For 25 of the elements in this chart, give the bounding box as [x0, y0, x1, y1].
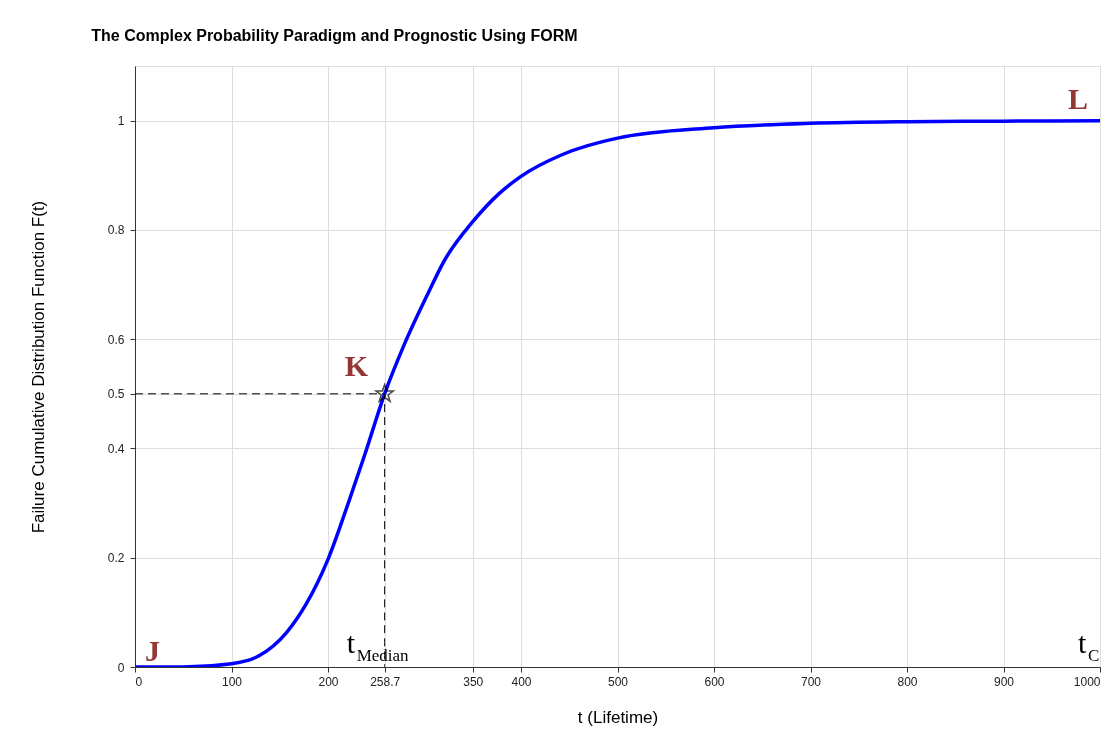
x-tick-label: 350 [463, 674, 484, 689]
y-tick-label: 1 [117, 114, 125, 129]
x-tick-label: 0 [135, 674, 143, 689]
x-tick-label: 700 [800, 674, 822, 689]
y-axis-title: Failure Cumulative Distribution Function F(t) [28, 200, 48, 534]
annotation: J [145, 634, 160, 667]
y-tick-label: 0 [117, 660, 125, 675]
x-tick-label: 100 [221, 674, 243, 689]
y-tick-label: 0.4 [107, 441, 125, 456]
x-tick-label: 500 [607, 674, 629, 689]
annotation: K [344, 348, 369, 382]
x-axis-title: t (Lifetime) [577, 707, 659, 727]
x-tick-label: 800 [897, 674, 918, 689]
y-tick-label: 0.8 [107, 223, 125, 238]
y-tick-label: 0.5 [107, 387, 125, 402]
chart-title: The Complex Probability Paradigm and Prognostic Using FORM [91, 27, 578, 44]
x-tick-label: 900 [993, 674, 1015, 689]
x-tick-label: 400 [511, 674, 532, 689]
x-tick-label: 200 [318, 674, 339, 689]
annotation: L [1068, 81, 1089, 115]
y-tick-label: 0.6 [107, 332, 125, 347]
x-tick-label: 258.7 [370, 674, 401, 689]
x-tick-label: 1000 [1073, 674, 1101, 689]
y-tick-label: 0.2 [107, 551, 125, 566]
x-tick-label: 600 [704, 674, 725, 689]
